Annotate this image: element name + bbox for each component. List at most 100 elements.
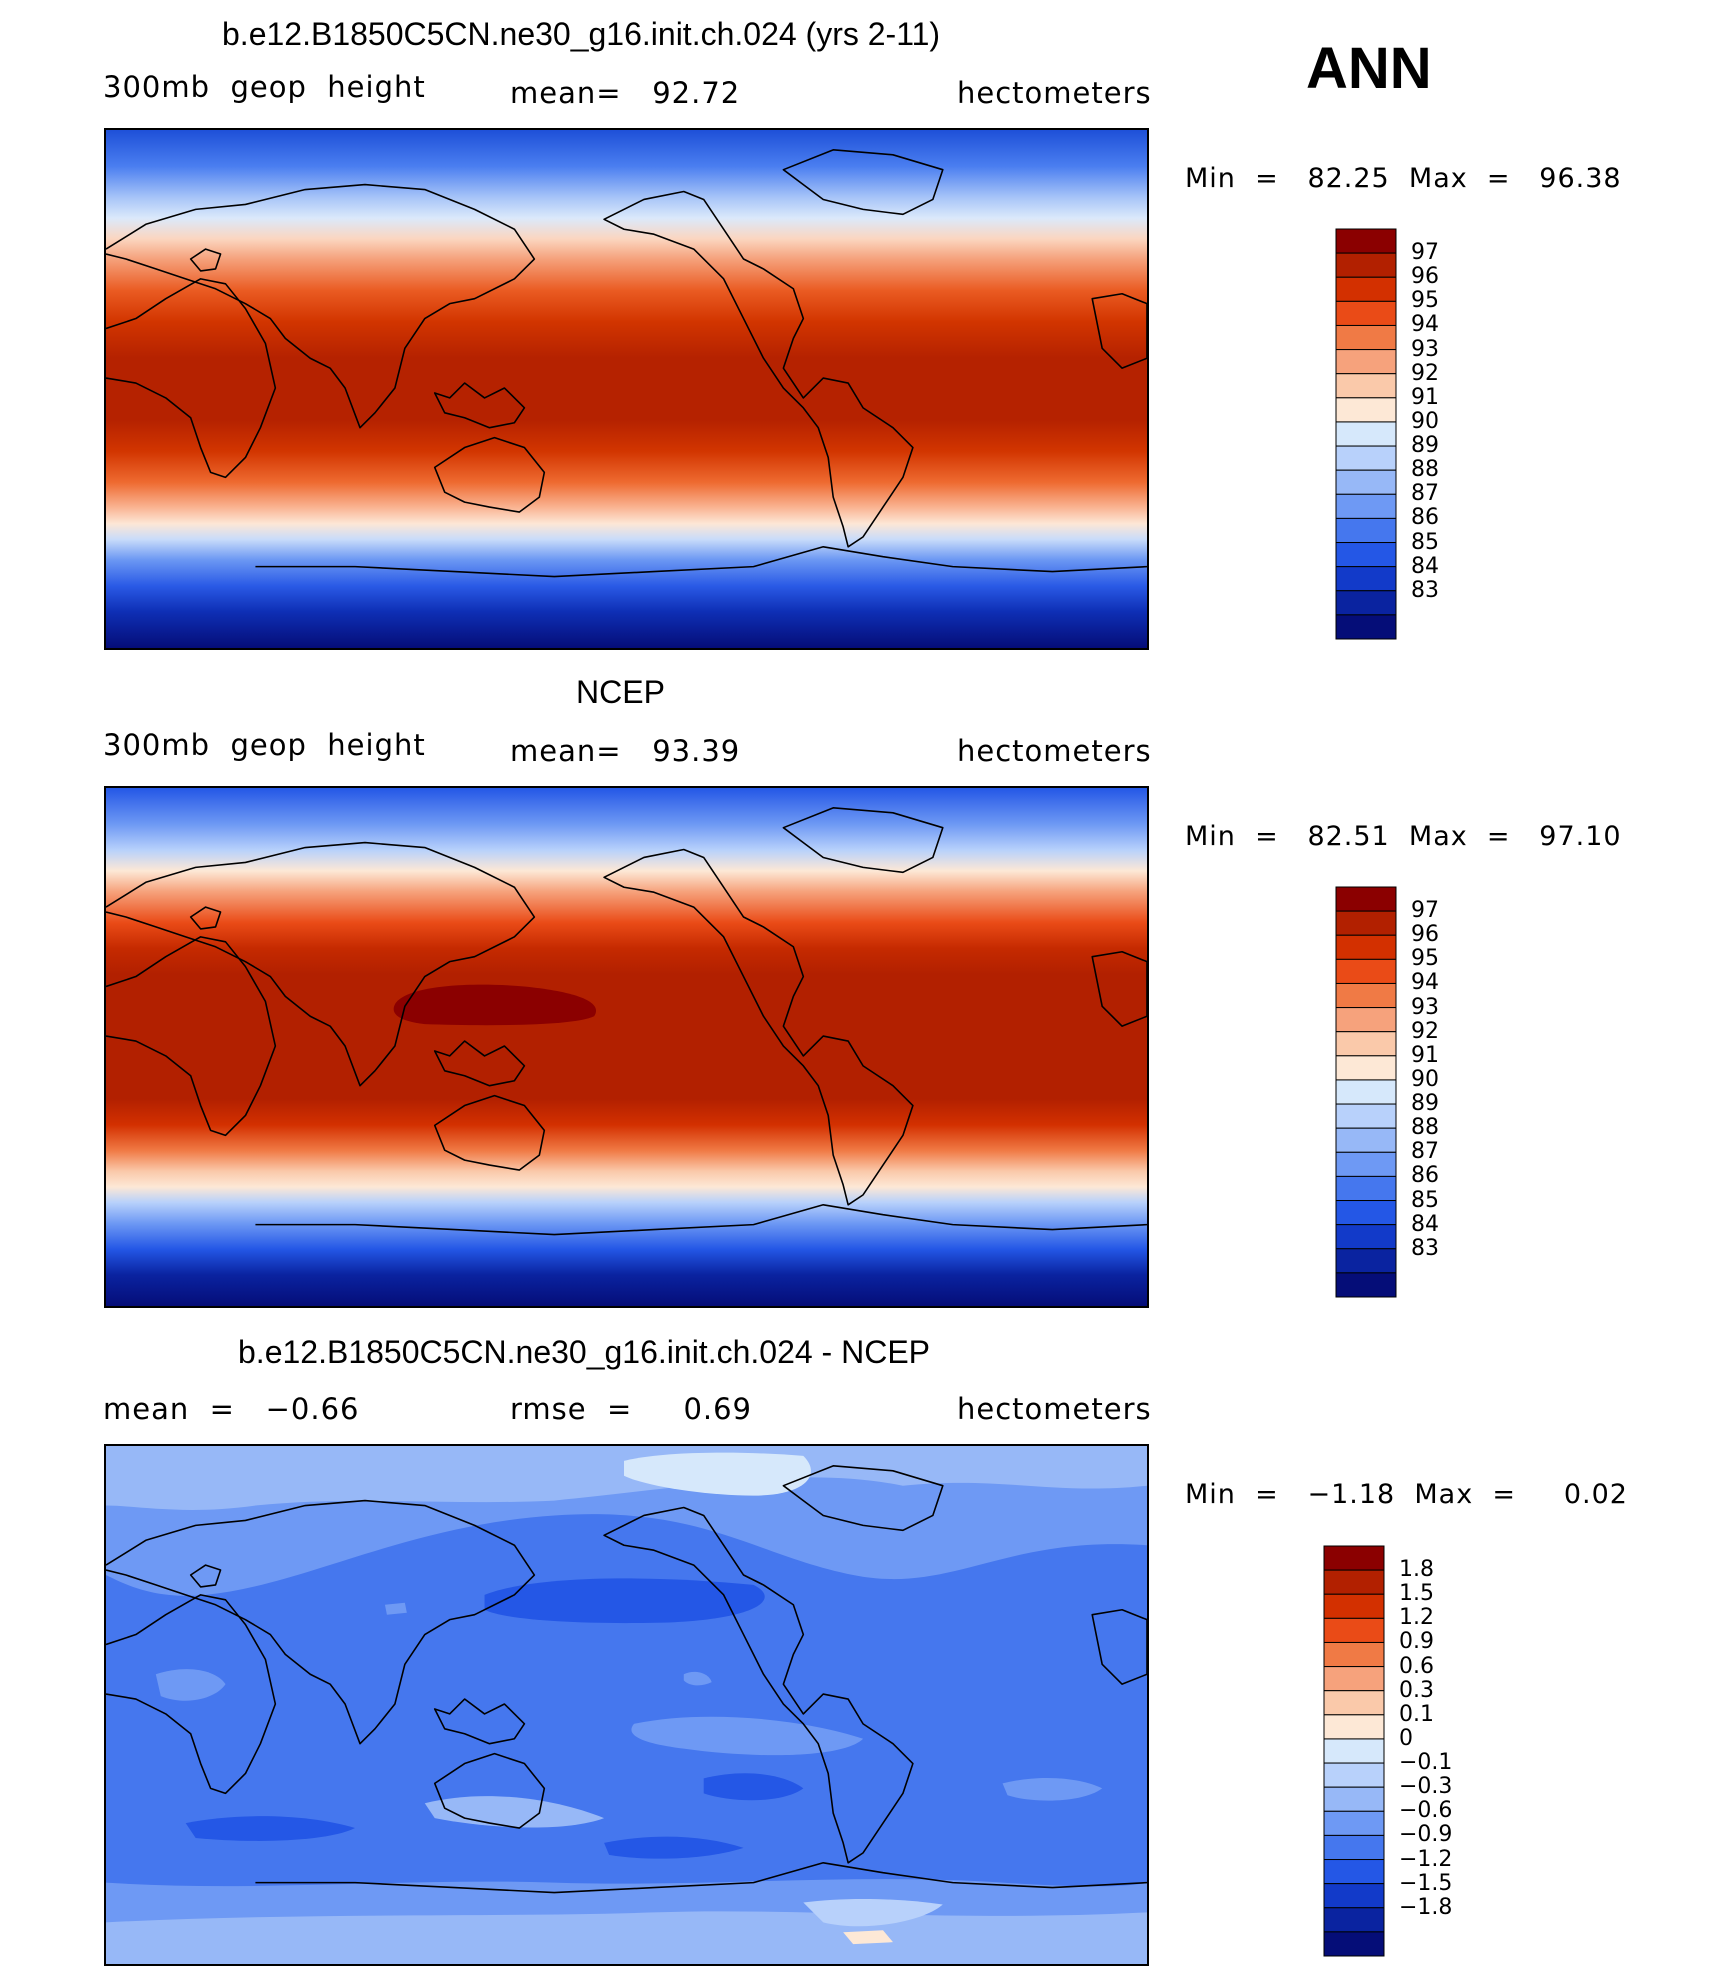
panel-3-coastlines bbox=[106, 1465, 1147, 1894]
panel-3-colorbar bbox=[1323, 1545, 1385, 1957]
colorbar-swatch bbox=[1335, 397, 1397, 423]
colorbar-swatch bbox=[1335, 1151, 1397, 1177]
colorbar-swatch bbox=[1335, 1248, 1397, 1274]
colorbar-label: 84 bbox=[1411, 553, 1439, 579]
colorbar-label: −0.6 bbox=[1399, 1798, 1453, 1824]
colorbar-swatch bbox=[1335, 1224, 1397, 1250]
colorbar-label: 89 bbox=[1411, 1091, 1439, 1117]
panel-2-mean-label: mean= 93.39 bbox=[510, 734, 741, 768]
colorbar-label: 85 bbox=[1411, 529, 1439, 555]
colorbar-swatch bbox=[1323, 1545, 1385, 1571]
colorbar-label: 86 bbox=[1411, 1163, 1439, 1189]
colorbar-swatch bbox=[1335, 373, 1397, 399]
colorbar-swatch bbox=[1335, 1007, 1397, 1033]
colorbar-swatch bbox=[1323, 1617, 1385, 1643]
colorbar-label: −1.5 bbox=[1399, 1870, 1453, 1896]
colorbar-swatch bbox=[1323, 1666, 1385, 1692]
colorbar-swatch bbox=[1323, 1859, 1385, 1885]
panel-1-field bbox=[106, 130, 1147, 648]
colorbar-swatch bbox=[1335, 982, 1397, 1009]
colorbar-label: 0.3 bbox=[1399, 1677, 1434, 1703]
colorbar-swatch bbox=[1335, 1103, 1397, 1129]
panel-1-mean-label: mean= 92.72 bbox=[510, 76, 741, 110]
colorbar-label: 96 bbox=[1411, 264, 1439, 290]
panel-1-variable-label: 300mb geop height bbox=[103, 70, 426, 104]
colorbar-swatch bbox=[1335, 1127, 1397, 1153]
colorbar-label: 90 bbox=[1411, 1066, 1439, 1092]
colorbar-swatch bbox=[1335, 958, 1397, 984]
colorbar-label: 97 bbox=[1411, 898, 1439, 924]
colorbar-label: −0.9 bbox=[1399, 1822, 1453, 1848]
panel-1-colorbar bbox=[1335, 228, 1397, 640]
colorbar-swatch bbox=[1335, 324, 1397, 351]
colorbar-swatch bbox=[1335, 1175, 1397, 1202]
colorbar-label: 87 bbox=[1411, 1139, 1439, 1165]
colorbar-swatch bbox=[1335, 445, 1397, 471]
panel-1-units-label: hectometers bbox=[957, 76, 1152, 110]
colorbar-swatch bbox=[1323, 1931, 1385, 1957]
colorbar-swatch bbox=[1335, 300, 1397, 326]
colorbar-swatch bbox=[1335, 614, 1397, 640]
colorbar-label: 84 bbox=[1411, 1211, 1439, 1237]
colorbar-label: 93 bbox=[1411, 994, 1439, 1020]
colorbar-label: −1.8 bbox=[1399, 1894, 1453, 1920]
colorbar-swatch bbox=[1323, 1786, 1385, 1812]
colorbar-label: 94 bbox=[1411, 312, 1439, 338]
colorbar-label: 92 bbox=[1411, 360, 1439, 386]
colorbar-swatch bbox=[1323, 1883, 1385, 1909]
colorbar-swatch bbox=[1335, 493, 1397, 519]
panel-2-minmax: Min = 82.51 Max = 97.10 bbox=[1185, 821, 1622, 852]
colorbar-swatch bbox=[1335, 542, 1397, 568]
panel-2-map bbox=[104, 786, 1149, 1308]
colorbar-swatch bbox=[1335, 349, 1397, 375]
colorbar-label: 0.9 bbox=[1399, 1629, 1434, 1655]
colorbar-label: 1.8 bbox=[1399, 1557, 1434, 1583]
panel-3-units-label: hectometers bbox=[957, 1392, 1152, 1426]
colorbar-swatch bbox=[1335, 566, 1397, 592]
colorbar-label: 89 bbox=[1411, 433, 1439, 459]
colorbar-label: 92 bbox=[1411, 1018, 1439, 1044]
colorbar-swatch bbox=[1335, 252, 1397, 278]
colorbar-swatch bbox=[1323, 1714, 1385, 1740]
colorbar-label: 95 bbox=[1411, 288, 1439, 314]
colorbar-swatch bbox=[1335, 421, 1397, 447]
colorbar-label: 0.1 bbox=[1399, 1701, 1434, 1727]
colorbar-label: 1.5 bbox=[1399, 1581, 1434, 1607]
colorbar-swatch bbox=[1335, 1079, 1397, 1105]
colorbar-label: 1.2 bbox=[1399, 1605, 1434, 1631]
colorbar-label: 95 bbox=[1411, 946, 1439, 972]
colorbar-label: 0.6 bbox=[1399, 1653, 1434, 1679]
panel-2-coastlines bbox=[106, 807, 1147, 1236]
colorbar-swatch bbox=[1323, 1810, 1385, 1836]
colorbar-label: 83 bbox=[1411, 577, 1439, 603]
panel-2-units-label: hectometers bbox=[957, 734, 1152, 768]
panel-2-field bbox=[106, 788, 1147, 1306]
colorbar-swatch bbox=[1335, 934, 1397, 960]
colorbar-swatch bbox=[1323, 1907, 1385, 1933]
colorbar-swatch bbox=[1335, 1200, 1397, 1226]
colorbar-label: −0.3 bbox=[1399, 1774, 1453, 1800]
colorbar-label: 86 bbox=[1411, 505, 1439, 531]
panel-3-minmax: Min = −1.18 Max = 0.02 bbox=[1185, 1479, 1628, 1510]
season-label: ANN bbox=[1306, 36, 1432, 101]
colorbar-label: 88 bbox=[1411, 457, 1439, 483]
panel-3-rmse-label: rmse = 0.69 bbox=[510, 1392, 753, 1426]
colorbar-label: 87 bbox=[1411, 481, 1439, 507]
colorbar-swatch bbox=[1323, 1641, 1385, 1668]
colorbar-label: 94 bbox=[1411, 970, 1439, 996]
colorbar-swatch bbox=[1335, 886, 1397, 912]
panel-1-title: b.e12.B1850C5CN.ne30_g16.init.ch.024 (yr… bbox=[222, 16, 941, 52]
panel-2-title: NCEP bbox=[576, 674, 665, 710]
colorbar-swatch bbox=[1323, 1690, 1385, 1716]
panel-1-map-plot bbox=[106, 130, 1147, 648]
colorbar-label: 97 bbox=[1411, 240, 1439, 266]
colorbar-swatch bbox=[1335, 1055, 1397, 1081]
colorbar-swatch bbox=[1335, 276, 1397, 302]
panel-1-coastlines bbox=[106, 149, 1147, 578]
panel-3-map bbox=[104, 1444, 1149, 1966]
colorbar-label: 0 bbox=[1399, 1725, 1413, 1751]
colorbar-label: 83 bbox=[1411, 1235, 1439, 1261]
colorbar-swatch bbox=[1323, 1593, 1385, 1619]
panel-2-map-plot bbox=[106, 788, 1147, 1306]
colorbar-swatch bbox=[1323, 1569, 1385, 1595]
